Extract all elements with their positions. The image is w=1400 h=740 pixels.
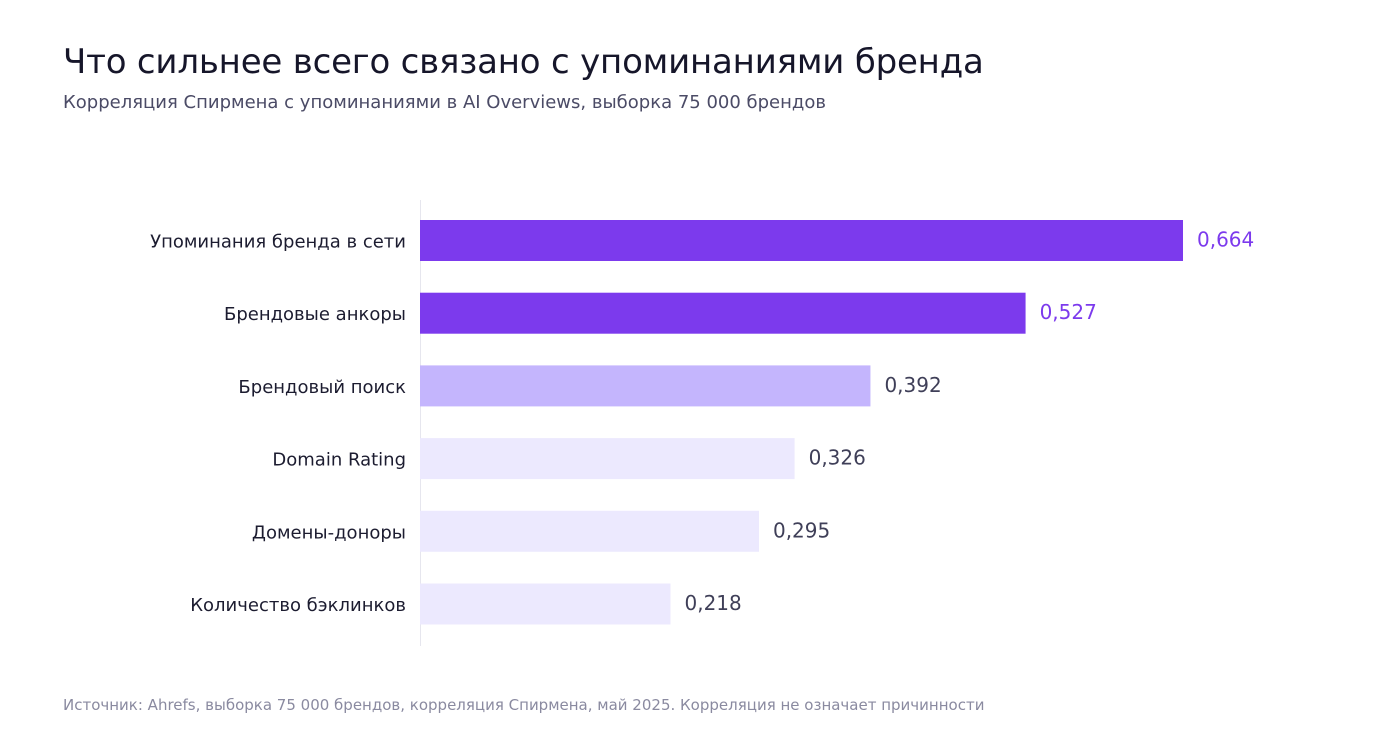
value-label: 0,326 xyxy=(809,446,866,470)
bar xyxy=(420,292,1026,334)
category-label: Domain Rating xyxy=(272,450,406,471)
value-label: 0,392 xyxy=(884,373,941,397)
category-label: Брендовый поиск xyxy=(238,377,406,398)
category-label: Упоминания бренда в сети xyxy=(150,232,406,253)
chart-title: Что сильнее всего связано с упоминаниями… xyxy=(63,42,984,82)
category-label: Домены-доноры xyxy=(252,522,406,543)
value-label: 0,527 xyxy=(1040,300,1097,324)
value-label: 0,295 xyxy=(773,518,830,542)
value-label: 0,218 xyxy=(685,591,742,615)
bar xyxy=(420,220,1183,261)
value-label: 0,664 xyxy=(1197,228,1254,252)
category-label: Количество бэклинков xyxy=(190,595,406,616)
bar xyxy=(420,365,871,407)
bar xyxy=(420,438,795,480)
bar xyxy=(420,510,759,552)
category-label: Брендовые анкоры xyxy=(224,304,406,325)
bars-layer: Упоминания бренда в сети 0,664 Брендовые а… xyxy=(150,220,1254,625)
chart-subtitle: Корреляция Спирмена с упоминаниями в AI … xyxy=(63,92,826,113)
source-note: Источник: Ahrefs, выборка 75 000 брендов… xyxy=(63,696,985,714)
bar xyxy=(420,583,671,625)
